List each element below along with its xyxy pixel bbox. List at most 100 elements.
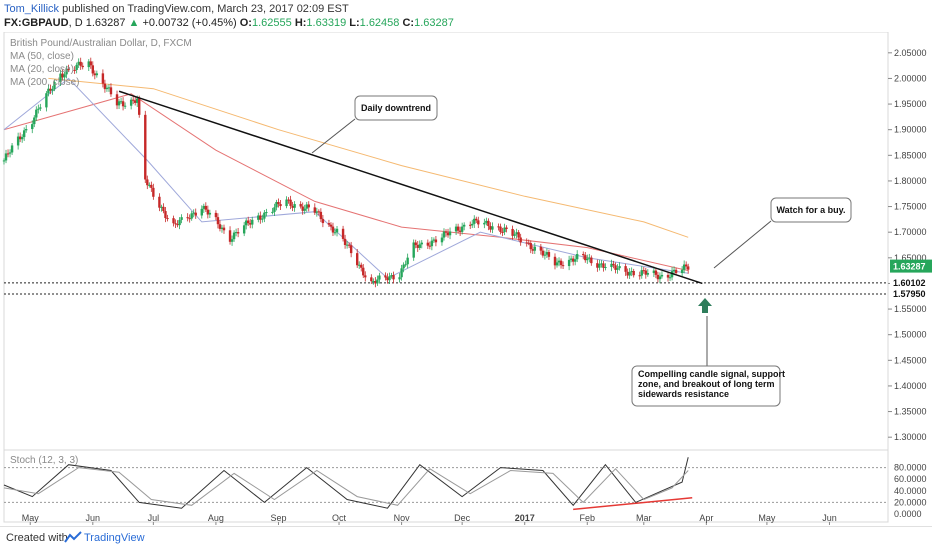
candle-body: [345, 244, 349, 246]
candle-body: [672, 269, 676, 272]
candle-body: [358, 264, 361, 266]
stoch-lines: [3, 457, 693, 511]
price-axis[interactable]: 1.30000 1.35000 1.40000 1.45000 1.50000 1.550…: [888, 48, 932, 442]
candle-body: [16, 136, 20, 146]
candle-body: [299, 204, 302, 207]
candle-body: [533, 246, 537, 251]
signal-callout: Compelling candle signal, support zone, …: [631, 316, 785, 407]
candle-body: [271, 211, 274, 213]
candle-body: [214, 212, 218, 218]
price-tick-label: 1.50000: [894, 330, 927, 340]
candle-body: [384, 275, 387, 278]
signal-label-3: sidewards resistance: [638, 389, 729, 399]
candle-body: [133, 100, 137, 103]
candle-body: [561, 265, 565, 267]
candle-body: [416, 244, 419, 248]
time-tick-label: Jun: [86, 513, 101, 523]
candle-body: [527, 242, 530, 244]
candle-body: [313, 207, 317, 213]
support-zone: [4, 282, 888, 295]
candle-body: [640, 270, 643, 276]
support-top-tag-bg: [890, 275, 932, 289]
stoch-tick-label: 20.0000: [894, 497, 927, 507]
tradingview-link[interactable]: TradingView: [84, 532, 145, 544]
candle-body: [630, 270, 633, 273]
chart-area[interactable]: 1.30000 1.35000 1.40000 1.45000 1.50000 1.550…: [0, 32, 932, 526]
symbol: FX:GBPAUD: [4, 17, 69, 29]
candle-body: [144, 114, 147, 180]
candle-body: [39, 107, 42, 109]
candle-body: [475, 218, 478, 221]
candle-body: [172, 218, 175, 224]
candle-body: [598, 263, 601, 268]
candle-body: [355, 253, 359, 266]
candle-body: [18, 136, 22, 140]
low-value: 1.62458: [359, 17, 400, 29]
candle-body: [646, 273, 650, 275]
candle-body: [557, 260, 561, 263]
candle-body: [440, 237, 444, 243]
price-change: +0.00732 (+0.45%): [142, 17, 237, 29]
ma-line-ma-50-close-: [3, 93, 689, 272]
tradingview-logo-icon[interactable]: [64, 530, 82, 544]
candle-body: [275, 201, 278, 208]
candle-body: [242, 225, 246, 234]
candle-body: [146, 179, 149, 186]
candle-body: [602, 263, 605, 268]
candle-body: [406, 257, 409, 265]
candle-body: [458, 230, 462, 232]
candle-body: [176, 224, 179, 226]
candle-body: [604, 267, 607, 269]
stoch-pane-frame: [3, 449, 889, 523]
candle-body: [327, 223, 331, 225]
interval: D: [74, 17, 83, 29]
price-tick-label: 1.65000: [894, 253, 927, 263]
candle-body: [279, 204, 282, 207]
candle-body: [582, 254, 585, 256]
time-tick-label: Feb: [580, 513, 596, 523]
candle-body: [386, 277, 389, 281]
candle-body: [77, 61, 80, 65]
candle-body: [115, 94, 119, 106]
footer: Created with TradingView: [0, 526, 932, 551]
candle-body: [529, 243, 532, 250]
candle-body: [454, 226, 458, 232]
candle-body: [107, 87, 111, 89]
candle-body: [618, 266, 621, 269]
candle-body: [329, 224, 333, 227]
candle-body: [400, 268, 403, 278]
candle-body: [333, 232, 337, 234]
candle-body: [247, 220, 250, 224]
candle-body: [216, 217, 220, 225]
support-top-tag: 1.60102: [893, 278, 926, 288]
candle-body: [616, 268, 619, 270]
candle-body: [136, 98, 139, 103]
candle-body: [652, 270, 656, 274]
candle-body: [228, 230, 232, 242]
candle-body: [632, 270, 635, 276]
candle-body: [4, 153, 8, 161]
candle-body: [644, 270, 648, 275]
time-tick-label: Apr: [699, 513, 713, 523]
high-value: 1.63319: [306, 17, 347, 29]
price-pane[interactable]: 1.30000 1.35000 1.40000 1.45000 1.50000 1.550…: [2, 32, 932, 451]
downtrend-label: Daily downtrend: [361, 103, 431, 113]
candle-body: [517, 232, 520, 238]
time-tick-label: May: [22, 513, 40, 523]
candle-body: [347, 244, 351, 246]
candle-body: [265, 212, 268, 214]
candle-body: [360, 264, 363, 268]
candle-body: [612, 263, 615, 266]
candle-body: [388, 276, 391, 281]
up-arrow-icon: ▲: [128, 17, 140, 29]
candle-body: [471, 223, 474, 226]
candle-body: [234, 232, 238, 234]
downtrend-line-group: [118, 90, 703, 285]
candle-body: [150, 184, 153, 188]
candle-body: [349, 245, 353, 254]
author-link[interactable]: Tom_Killick: [4, 3, 60, 15]
legend: British Pound/Australian Dollar, D, FXCM…: [10, 38, 192, 88]
time-axis[interactable]: May Jun Jul Aug Sep Oct Nov Dec 2017 Feb Mar Apr May…: [22, 513, 837, 525]
